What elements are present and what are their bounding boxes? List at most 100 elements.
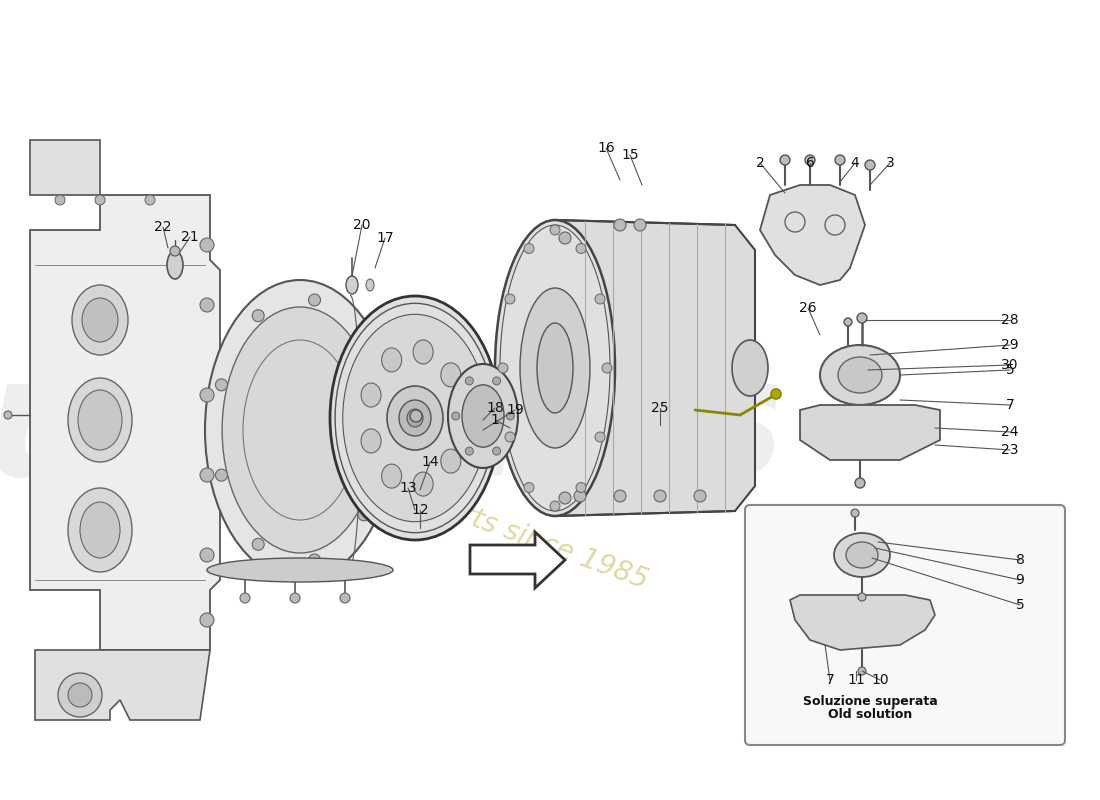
Ellipse shape — [200, 388, 214, 402]
FancyBboxPatch shape — [745, 505, 1065, 745]
Ellipse shape — [414, 340, 433, 364]
Ellipse shape — [614, 219, 626, 231]
Ellipse shape — [537, 323, 573, 413]
Text: 5: 5 — [1005, 363, 1014, 377]
Ellipse shape — [58, 673, 102, 717]
Ellipse shape — [410, 410, 422, 422]
Ellipse shape — [205, 280, 395, 580]
Ellipse shape — [595, 294, 605, 304]
Text: Old solution: Old solution — [828, 708, 912, 721]
Ellipse shape — [524, 482, 534, 493]
Ellipse shape — [200, 298, 214, 312]
Ellipse shape — [834, 533, 890, 577]
Text: 30: 30 — [1001, 358, 1019, 372]
Ellipse shape — [855, 478, 865, 488]
Ellipse shape — [377, 424, 389, 436]
Text: a passion for parts since 1985: a passion for parts since 1985 — [249, 425, 652, 595]
Text: 18: 18 — [486, 401, 504, 415]
Ellipse shape — [654, 490, 666, 502]
Text: 20: 20 — [353, 218, 371, 232]
Ellipse shape — [222, 307, 378, 553]
Ellipse shape — [207, 558, 393, 582]
Ellipse shape — [506, 412, 515, 420]
Polygon shape — [470, 532, 565, 588]
Ellipse shape — [68, 378, 132, 462]
Ellipse shape — [559, 232, 571, 244]
Text: 10: 10 — [871, 673, 889, 687]
Ellipse shape — [846, 542, 878, 568]
Ellipse shape — [366, 279, 374, 291]
Ellipse shape — [200, 613, 214, 627]
Ellipse shape — [170, 246, 180, 256]
Text: 21: 21 — [182, 230, 199, 244]
Polygon shape — [35, 650, 210, 720]
Text: 23: 23 — [1001, 443, 1019, 457]
Text: euroParts: euroParts — [0, 349, 786, 511]
Ellipse shape — [200, 468, 214, 482]
Ellipse shape — [505, 294, 515, 304]
Ellipse shape — [595, 432, 605, 442]
Polygon shape — [30, 195, 220, 650]
Text: 16: 16 — [597, 141, 615, 155]
Ellipse shape — [805, 155, 815, 165]
Polygon shape — [760, 185, 865, 285]
Ellipse shape — [452, 412, 460, 420]
Text: 15: 15 — [621, 148, 639, 162]
Ellipse shape — [838, 357, 882, 393]
Text: 11: 11 — [847, 673, 865, 687]
Ellipse shape — [361, 383, 381, 407]
Text: 12: 12 — [411, 503, 429, 517]
Polygon shape — [790, 595, 935, 650]
Ellipse shape — [4, 411, 12, 419]
Ellipse shape — [559, 492, 571, 504]
Ellipse shape — [82, 298, 118, 342]
Polygon shape — [800, 405, 940, 460]
Ellipse shape — [382, 348, 402, 372]
Ellipse shape — [602, 363, 612, 373]
Ellipse shape — [820, 345, 900, 405]
Ellipse shape — [290, 593, 300, 603]
Ellipse shape — [520, 288, 590, 448]
Ellipse shape — [835, 155, 845, 165]
Text: 25: 25 — [651, 401, 669, 415]
Ellipse shape — [216, 379, 228, 391]
Ellipse shape — [857, 313, 867, 323]
Ellipse shape — [574, 490, 586, 502]
Ellipse shape — [72, 285, 128, 355]
Text: 13: 13 — [399, 481, 417, 495]
Text: 26: 26 — [800, 301, 817, 315]
Text: 9: 9 — [1015, 573, 1024, 587]
Ellipse shape — [382, 464, 402, 488]
Ellipse shape — [308, 554, 320, 566]
Ellipse shape — [865, 160, 874, 170]
Ellipse shape — [358, 339, 370, 351]
Polygon shape — [30, 140, 100, 195]
Ellipse shape — [252, 310, 264, 322]
Polygon shape — [556, 220, 755, 516]
Text: 7: 7 — [826, 673, 835, 687]
Ellipse shape — [614, 490, 626, 502]
Ellipse shape — [145, 195, 155, 205]
Ellipse shape — [462, 385, 504, 447]
Text: 8: 8 — [1015, 553, 1024, 567]
Ellipse shape — [858, 593, 866, 601]
Ellipse shape — [358, 509, 370, 521]
Ellipse shape — [550, 225, 560, 235]
Ellipse shape — [732, 340, 768, 396]
Text: 5: 5 — [1015, 598, 1024, 612]
Ellipse shape — [80, 502, 120, 558]
Ellipse shape — [361, 429, 381, 453]
Ellipse shape — [346, 276, 358, 294]
Ellipse shape — [55, 195, 65, 205]
Text: 7: 7 — [1005, 398, 1014, 412]
Text: 22: 22 — [154, 220, 172, 234]
Ellipse shape — [493, 377, 500, 385]
Ellipse shape — [576, 482, 586, 493]
Text: 29: 29 — [1001, 338, 1019, 352]
Ellipse shape — [308, 294, 320, 306]
Text: 2: 2 — [756, 156, 764, 170]
Text: 3: 3 — [886, 156, 894, 170]
Ellipse shape — [68, 488, 132, 572]
Text: 28: 28 — [1001, 313, 1019, 327]
Ellipse shape — [550, 501, 560, 511]
